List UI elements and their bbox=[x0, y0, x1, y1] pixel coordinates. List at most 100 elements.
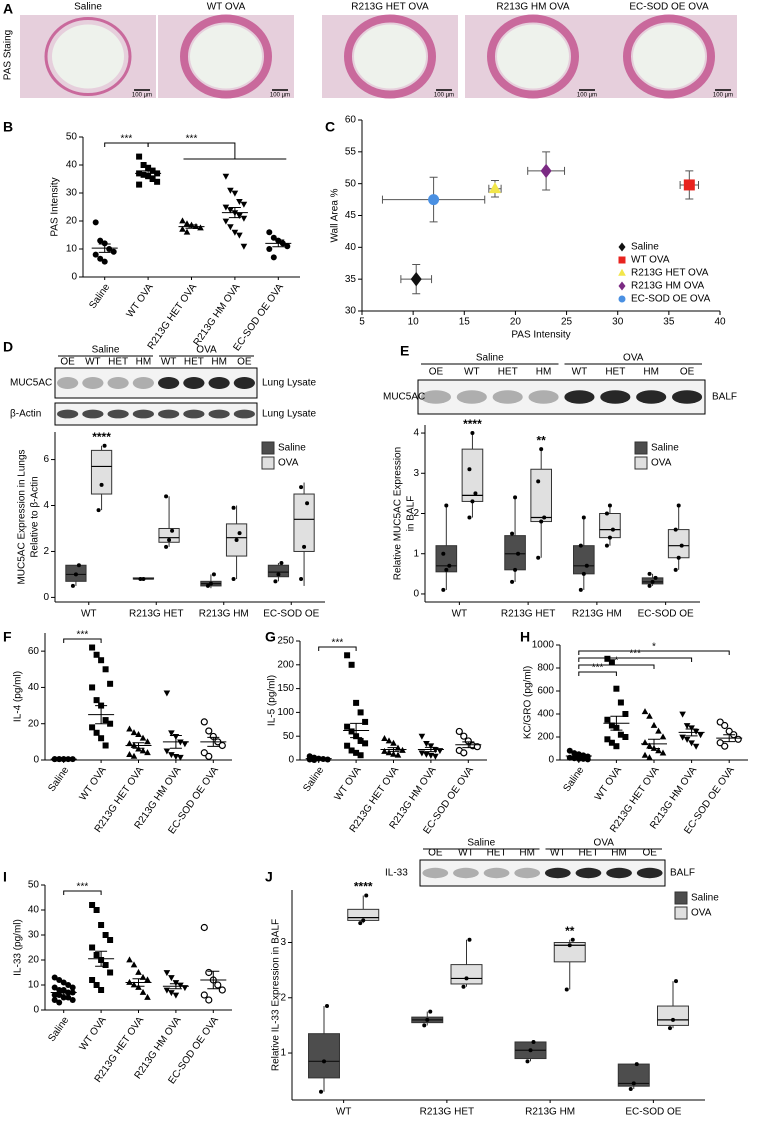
data-point bbox=[444, 503, 449, 508]
data-point bbox=[56, 977, 63, 983]
data-point bbox=[197, 224, 204, 231]
sem-bar bbox=[98, 243, 111, 253]
airway-wall bbox=[623, 14, 715, 99]
y-tick-label: 60 bbox=[345, 115, 357, 126]
data-point bbox=[70, 583, 75, 588]
panel-label: J bbox=[265, 869, 273, 885]
x-tick-label: WT OVA bbox=[125, 282, 156, 320]
data-point bbox=[610, 527, 615, 532]
blot-band bbox=[456, 390, 487, 404]
blot-band bbox=[208, 377, 230, 389]
blot-band bbox=[183, 377, 205, 389]
airway-wall bbox=[44, 17, 132, 96]
data-point bbox=[65, 994, 72, 1001]
data-point bbox=[357, 709, 364, 716]
legend-swatch bbox=[261, 456, 275, 470]
data-point bbox=[172, 753, 180, 760]
significance-label: ** bbox=[537, 433, 547, 447]
data-point bbox=[542, 515, 547, 520]
lane-label: WT bbox=[464, 367, 480, 378]
data-point bbox=[107, 937, 114, 943]
data-point bbox=[89, 977, 96, 983]
micrograph-label: R213G HM OVA bbox=[496, 2, 569, 13]
sem-bar bbox=[207, 970, 220, 990]
x-tick-label: EC-SOD OE OVA bbox=[231, 282, 286, 354]
sem-bar bbox=[57, 990, 70, 995]
blot-band bbox=[183, 409, 205, 419]
y-tick-label: 1 bbox=[413, 548, 419, 559]
data-point bbox=[362, 740, 369, 747]
sem-bar bbox=[132, 978, 145, 987]
data-point bbox=[510, 579, 515, 584]
lane-label: HET bbox=[184, 357, 204, 368]
x-tick-label: 20 bbox=[510, 317, 522, 328]
data-point bbox=[236, 232, 243, 239]
data-point bbox=[390, 750, 397, 757]
blot-band bbox=[233, 409, 255, 419]
scale-bar-label: 100 µm bbox=[270, 93, 290, 99]
blot-band bbox=[575, 867, 602, 879]
significance-label: *** bbox=[592, 663, 604, 674]
data-point bbox=[126, 956, 133, 963]
data-point bbox=[441, 551, 446, 556]
data-point bbox=[461, 984, 466, 989]
data-point bbox=[102, 443, 107, 448]
sem-bar bbox=[207, 736, 220, 747]
data-point bbox=[56, 999, 63, 1006]
data-point bbox=[423, 751, 430, 758]
blot-band bbox=[544, 867, 571, 879]
airway-wall bbox=[344, 14, 436, 99]
lane-label: OE bbox=[680, 367, 695, 378]
data-point bbox=[670, 1017, 675, 1022]
sem-bar bbox=[648, 738, 660, 749]
data-point bbox=[641, 708, 649, 715]
data-point bbox=[721, 721, 729, 730]
x-tick-label: WT OVA bbox=[78, 1015, 109, 1053]
y-tick-label: 10 bbox=[66, 244, 78, 255]
significance-label: *** bbox=[332, 638, 344, 649]
x-tick-label: Saline bbox=[46, 765, 71, 794]
data-point bbox=[140, 171, 147, 178]
data-point bbox=[353, 749, 360, 756]
blot-band bbox=[606, 867, 632, 879]
data-point bbox=[607, 535, 612, 540]
data-point bbox=[460, 749, 468, 757]
y-tick-label: 0 bbox=[33, 755, 39, 766]
y-tick-label: 40 bbox=[345, 242, 357, 253]
blot-band bbox=[636, 867, 663, 879]
lane-label: HET bbox=[605, 367, 625, 378]
data-point bbox=[361, 918, 366, 923]
x-tick-label: R213G HET bbox=[420, 1107, 474, 1118]
lane-label: HM bbox=[611, 848, 627, 859]
data-point bbox=[222, 218, 230, 225]
lane-label: WT bbox=[85, 357, 101, 368]
scale-bar-label: 100 µm bbox=[713, 93, 733, 99]
legend-swatch bbox=[674, 891, 688, 905]
lane-label: HM bbox=[211, 357, 227, 368]
legend-label: Saline bbox=[691, 893, 719, 904]
x-tick-label: WT bbox=[81, 609, 97, 620]
y-axis-label: in BALF bbox=[406, 496, 417, 532]
data-point bbox=[270, 254, 277, 261]
data-point bbox=[130, 741, 138, 748]
data-point bbox=[344, 652, 351, 659]
data-point bbox=[353, 699, 360, 706]
data-point bbox=[692, 728, 700, 735]
panel-label: D bbox=[3, 339, 13, 355]
significance-bracket bbox=[63, 890, 102, 895]
y-axis-label: IL-33 (pg/ml) bbox=[13, 919, 24, 976]
y-tick-label: 6 bbox=[43, 454, 49, 465]
box bbox=[553, 942, 586, 963]
significance-label: *** bbox=[629, 649, 641, 660]
data-point bbox=[305, 501, 310, 506]
blot-sample-label: Lung Lysate bbox=[262, 409, 317, 420]
data-point bbox=[650, 721, 658, 728]
x-tick-label: EC-SOD OE bbox=[263, 609, 319, 620]
box bbox=[617, 1063, 650, 1087]
data-point bbox=[102, 962, 109, 968]
data-point bbox=[659, 749, 667, 756]
blot-protein-label: MUC5AC bbox=[10, 378, 52, 389]
data-point bbox=[145, 164, 152, 171]
data-point bbox=[144, 993, 151, 1000]
